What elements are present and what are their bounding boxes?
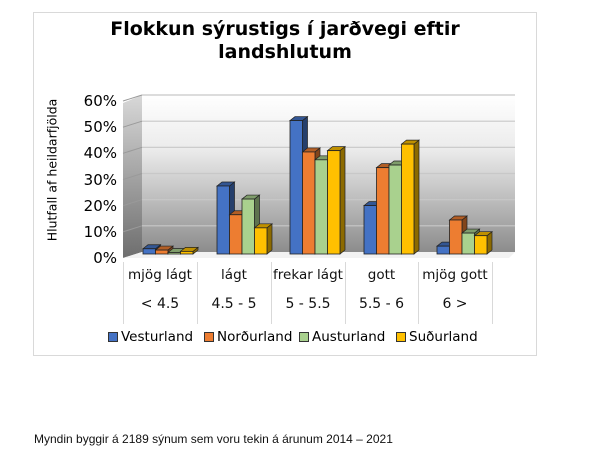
category-range: 4.5 - 5 <box>211 296 257 312</box>
legend: Vesturland Norðurland Austurland Suðurland <box>0 329 601 347</box>
category-name: mjög gott <box>422 267 488 283</box>
category-label: lágt 4.5 - 5 <box>197 262 271 324</box>
category-range: 6 > <box>442 296 468 312</box>
legend-swatch-icon <box>299 332 309 342</box>
category-name: mjög lágt <box>128 267 192 283</box>
bar <box>326 145 346 255</box>
bar-series <box>142 115 493 255</box>
chart-title: Flokkun sýrustigs í jarðvegi eftir lands… <box>33 18 537 64</box>
legend-item: Suðurland <box>396 329 478 345</box>
category-name: lágt <box>221 267 247 283</box>
y-tick-label: 50% <box>83 118 117 137</box>
chart-title-line1: Flokkun sýrustigs í jarðvegi eftir <box>110 18 460 40</box>
legend-item: Vesturland <box>108 329 193 345</box>
category-divider <box>345 262 346 324</box>
bar <box>473 230 493 255</box>
legend-swatch-icon <box>204 332 214 342</box>
category-range: < 4.5 <box>140 296 180 312</box>
chart-title-line2: landshlutum <box>218 41 352 63</box>
footnote: Myndin byggir á 2189 sýnum sem voru teki… <box>34 432 393 446</box>
category-divider <box>492 262 493 324</box>
legend-item: Austurland <box>299 329 385 345</box>
y-tick-label: 0% <box>93 249 117 267</box>
category-name: frekar lágt <box>273 267 343 283</box>
bar <box>179 246 199 255</box>
legend-label: Suðurland <box>409 329 478 345</box>
category-label: gott 5.5 - 6 <box>345 262 418 324</box>
category-label: mjög gott 6 > <box>418 262 492 324</box>
legend-label: Norðurland <box>217 329 293 345</box>
category-divider <box>123 262 124 324</box>
legend-item: Norðurland <box>204 329 292 345</box>
category-label: mjög lágt < 4.5 <box>123 262 197 324</box>
legend-label: Vesturland <box>121 329 194 345</box>
legend-label: Austurland <box>312 329 386 345</box>
y-tick-label: 20% <box>83 196 117 215</box>
legend-swatch-icon <box>396 332 406 342</box>
bar <box>253 223 273 255</box>
category-range: 5 - 5.5 <box>285 296 331 312</box>
bar <box>400 139 420 255</box>
category-label: frekar lágt 5 - 5.5 <box>271 262 345 324</box>
legend-swatch-icon <box>108 332 118 342</box>
category-range: 5.5 - 6 <box>358 296 405 312</box>
category-divider <box>418 262 419 324</box>
y-tick-label: 30% <box>83 170 117 189</box>
category-divider <box>197 262 198 324</box>
y-tick-label: 40% <box>83 144 117 163</box>
y-tick-label: 60% <box>83 92 117 110</box>
y-tick-label: 10% <box>83 222 117 241</box>
category-name: gott <box>367 267 396 283</box>
category-divider <box>271 262 272 324</box>
